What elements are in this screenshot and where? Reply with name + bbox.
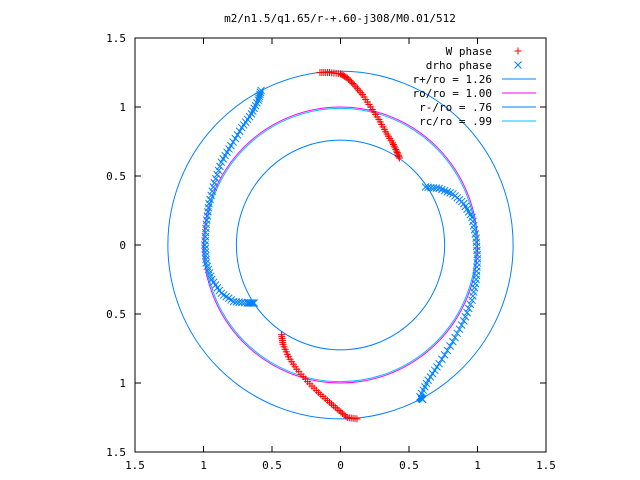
w-phase-point <box>327 400 335 408</box>
w-phase-point <box>357 89 365 97</box>
drho-phase-point <box>440 186 449 195</box>
y-tick-label: 0.5 <box>106 308 126 321</box>
drho-phase-point <box>448 337 457 346</box>
w-phase-point <box>395 154 403 162</box>
legend-marker <box>514 61 522 69</box>
drho-phase-point <box>440 350 449 359</box>
reference-circle <box>204 107 477 383</box>
w-phase-point <box>349 80 357 88</box>
w-phase-point <box>389 141 397 149</box>
x-tick-label: 1.5 <box>125 459 145 472</box>
drho-phase-point <box>430 366 439 375</box>
legend-label: ro/ro = 1.00 <box>413 87 492 100</box>
w-phase-point <box>391 144 399 152</box>
y-tick-label: 1.5 <box>106 32 126 45</box>
drho-phase-point <box>451 333 459 342</box>
drho-phase-point <box>201 248 210 257</box>
w-phase-point <box>331 403 339 411</box>
drho-phase-point <box>201 244 209 253</box>
w-phase-point <box>329 402 337 410</box>
drho-phase-point <box>201 241 209 249</box>
y-tick-label: 1 <box>119 101 126 114</box>
w-phase-point <box>355 87 363 95</box>
drho-phase-point <box>247 299 256 307</box>
drho-phase-point <box>438 185 446 194</box>
axis-ticks: 1.5 1 0.5 0 0.5 1 1.51.510.500.511.5 <box>106 32 556 472</box>
drho-phase-point <box>468 296 476 305</box>
drho-phase-point <box>443 187 452 196</box>
drho-phase-point <box>435 359 443 368</box>
w-phase-point <box>389 139 397 147</box>
drho-phase-point <box>455 325 464 334</box>
drho-phase-point <box>216 162 224 171</box>
drho-phase-point <box>438 355 446 364</box>
chart-title: m2/n1.5/q1.65/r-+.60-j308/M0.01/512 <box>224 12 456 25</box>
drho-phase-point <box>219 291 228 299</box>
x-tick-label: 0.5 <box>399 459 419 472</box>
drho-phase-point <box>254 94 263 103</box>
drho-phase-point <box>227 296 236 304</box>
drho-phase-point <box>235 127 244 136</box>
w-phase-point <box>352 83 360 91</box>
drho-phase-point <box>222 292 231 301</box>
drho-phase-point <box>224 294 233 303</box>
drho-phase-point <box>229 138 237 146</box>
drho-phase-point <box>250 299 259 307</box>
drho-phase-point <box>428 369 437 378</box>
drho-phase-point <box>202 255 210 264</box>
drho-phase-point <box>213 170 222 179</box>
drho-phase-point <box>464 304 473 313</box>
drho-phase-point <box>446 342 454 350</box>
drho-phase-point <box>217 158 226 167</box>
y-tick-label: 1 <box>119 377 126 390</box>
w-phase-point <box>342 412 350 420</box>
drho-phase-point <box>457 321 466 329</box>
drho-phase-point <box>446 188 454 197</box>
drho-phase-point <box>453 329 462 338</box>
legend-label: rc/ro = .99 <box>419 115 492 128</box>
drho-phase-point <box>466 300 475 309</box>
x-tick-label: 0 <box>337 459 344 472</box>
w-phase-point <box>353 85 361 93</box>
drho-phase-point <box>248 299 257 307</box>
y-tick-label: 1.5 <box>106 446 126 459</box>
drho-phase-point <box>233 131 242 139</box>
w-phase-point <box>390 142 398 150</box>
drho-phase-point <box>201 251 210 260</box>
w-phase-point <box>395 153 403 161</box>
w-phase-point <box>392 146 400 154</box>
legend-label: drho phase <box>426 59 492 72</box>
x-tick-label: 1 <box>474 459 481 472</box>
drho-phase-point <box>211 174 220 183</box>
drho-phase-point <box>426 373 435 381</box>
drho-phase-point <box>435 184 443 193</box>
legend-label: W phase <box>446 45 492 58</box>
drho-phase-point <box>433 363 441 371</box>
drho-phase-point <box>463 308 471 317</box>
w-phase-point <box>333 405 341 413</box>
y-tick-label: 0 <box>119 239 126 252</box>
legend-marker <box>514 47 522 55</box>
drho-phase-point <box>443 346 452 355</box>
y-tick-label: 0.5 <box>106 170 126 183</box>
drho-phase-point <box>214 166 223 175</box>
legend-label: r+/ro = 1.26 <box>413 73 492 86</box>
drho-phase-point <box>459 317 468 325</box>
drho-phase-point <box>461 312 470 321</box>
x-tick-label: 1.5 <box>536 459 556 472</box>
drho-phase-point <box>238 123 246 132</box>
drho-phase-point <box>418 395 427 404</box>
drho-phase-point <box>231 134 240 143</box>
x-tick-label: 1 <box>200 459 207 472</box>
x-tick-label: 0.5 <box>262 459 282 472</box>
w-phase-point <box>353 415 361 423</box>
phase-markers <box>201 69 482 423</box>
drho-phase-point <box>217 289 226 298</box>
legend-label: r-/ro = .76 <box>419 101 492 114</box>
reference-circle <box>235 139 446 351</box>
